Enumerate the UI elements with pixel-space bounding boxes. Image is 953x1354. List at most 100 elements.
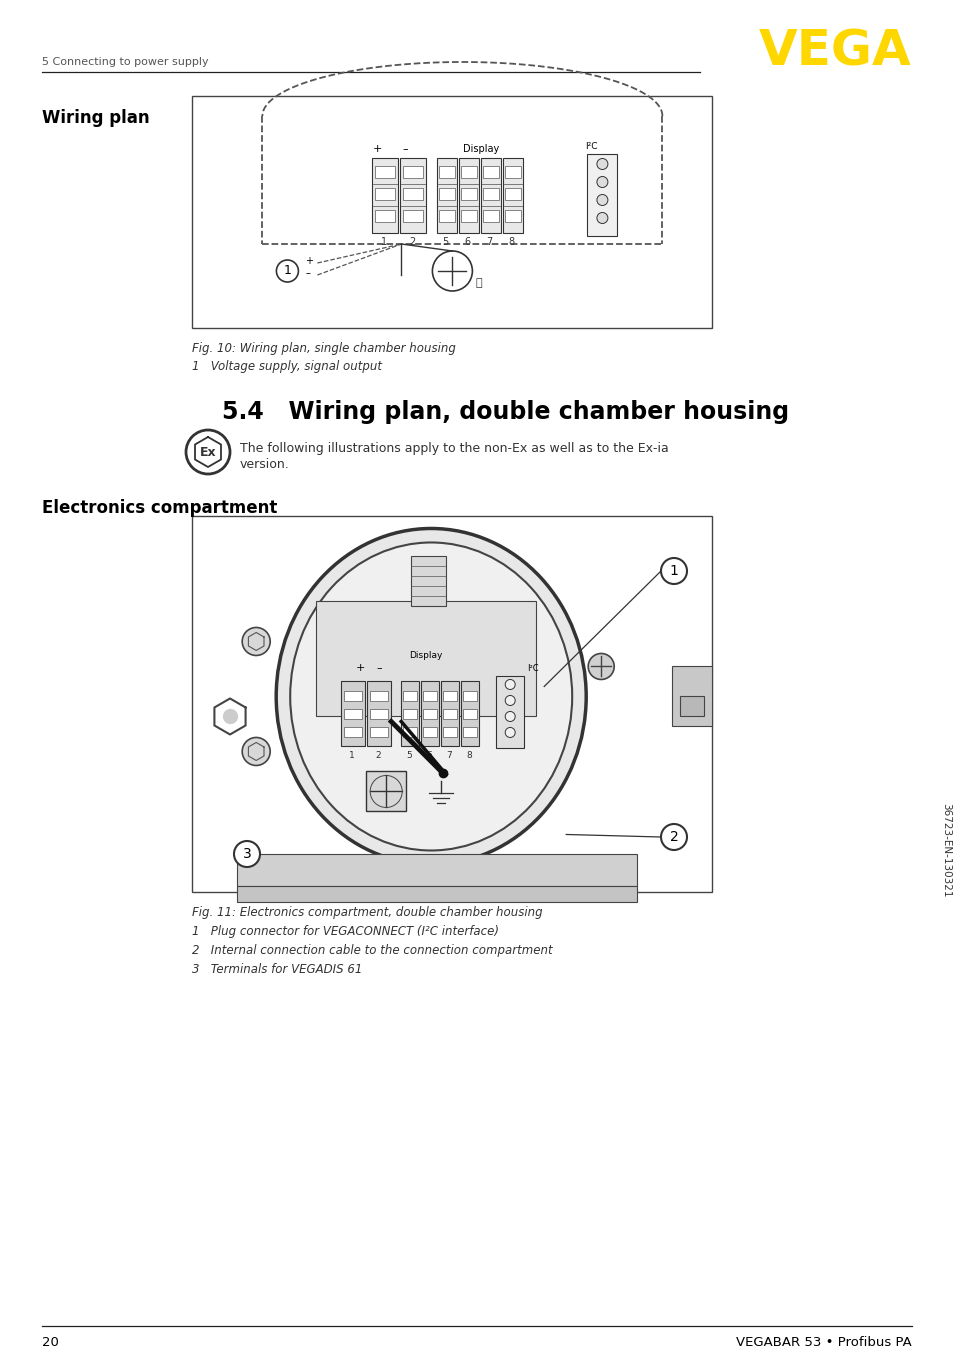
Bar xyxy=(443,692,456,701)
Bar xyxy=(505,210,521,222)
Bar xyxy=(503,158,523,233)
Bar xyxy=(375,210,395,222)
Circle shape xyxy=(505,680,515,689)
Bar xyxy=(505,167,521,177)
Bar xyxy=(421,681,438,746)
Text: +: + xyxy=(305,256,314,265)
Text: Electronics compartment: Electronics compartment xyxy=(42,500,277,517)
Bar xyxy=(411,556,446,607)
Text: 5: 5 xyxy=(406,751,412,760)
Circle shape xyxy=(660,825,686,850)
Text: 1: 1 xyxy=(669,565,678,578)
Circle shape xyxy=(505,696,515,705)
Bar xyxy=(439,188,455,200)
Bar xyxy=(483,210,498,222)
Bar xyxy=(461,188,476,200)
Bar xyxy=(423,709,436,719)
Bar xyxy=(679,696,703,716)
Text: 3   Terminals for VEGADIS 61: 3 Terminals for VEGADIS 61 xyxy=(192,963,362,976)
Text: 2   Internal connection cable to the connection compartment: 2 Internal connection cable to the conne… xyxy=(192,944,552,957)
Ellipse shape xyxy=(276,528,585,864)
Text: +: + xyxy=(355,663,365,673)
Bar xyxy=(370,692,388,701)
Bar xyxy=(341,681,365,746)
Bar xyxy=(403,167,423,177)
Bar xyxy=(372,158,398,233)
Text: 8: 8 xyxy=(466,751,472,760)
Text: The following illustrations apply to the non-Ex as well as to the Ex-ia: The following illustrations apply to the… xyxy=(240,441,668,455)
Text: 6: 6 xyxy=(426,751,432,760)
Bar xyxy=(443,727,456,738)
Text: 1: 1 xyxy=(381,237,387,246)
Bar xyxy=(587,154,617,236)
Text: Display: Display xyxy=(463,144,499,154)
Bar xyxy=(192,516,711,892)
Bar xyxy=(459,158,479,233)
Text: –: – xyxy=(375,663,381,673)
Bar xyxy=(375,167,395,177)
Circle shape xyxy=(233,841,260,867)
Text: 1   Voltage supply, signal output: 1 Voltage supply, signal output xyxy=(192,360,381,372)
Circle shape xyxy=(597,158,607,169)
Circle shape xyxy=(242,738,270,765)
Text: 5: 5 xyxy=(442,237,448,246)
Text: 7: 7 xyxy=(486,237,492,246)
Bar xyxy=(400,158,426,233)
Bar xyxy=(423,692,436,701)
Circle shape xyxy=(597,195,607,206)
Bar xyxy=(344,709,362,719)
Text: I²C: I²C xyxy=(585,142,598,152)
Bar xyxy=(440,681,458,746)
Text: 6: 6 xyxy=(464,237,470,246)
Bar xyxy=(403,709,416,719)
Bar xyxy=(370,709,388,719)
Text: –: – xyxy=(402,144,408,154)
Bar xyxy=(496,677,523,749)
Text: 7: 7 xyxy=(446,751,452,760)
Text: 5.4   Wiring plan, double chamber housing: 5.4 Wiring plan, double chamber housing xyxy=(222,399,788,424)
Bar xyxy=(439,210,455,222)
Bar xyxy=(403,727,416,738)
Text: 2: 2 xyxy=(375,751,380,760)
Bar xyxy=(367,681,391,746)
Text: Wiring plan: Wiring plan xyxy=(42,110,150,127)
Text: VEGA: VEGA xyxy=(759,28,911,76)
Text: 5 Connecting to power supply: 5 Connecting to power supply xyxy=(42,57,209,66)
Bar xyxy=(483,167,498,177)
Bar xyxy=(403,188,423,200)
Text: –: – xyxy=(305,268,310,278)
Bar xyxy=(370,727,388,738)
Bar xyxy=(460,681,478,746)
Bar xyxy=(401,681,418,746)
Circle shape xyxy=(186,431,230,474)
Circle shape xyxy=(597,176,607,187)
Bar xyxy=(403,210,423,222)
Circle shape xyxy=(276,260,298,282)
Bar xyxy=(483,188,498,200)
Bar xyxy=(375,188,395,200)
Bar xyxy=(236,887,637,903)
Bar xyxy=(423,727,436,738)
Bar xyxy=(461,167,476,177)
Text: Fig. 11: Electronics compartment, double chamber housing: Fig. 11: Electronics compartment, double… xyxy=(192,906,542,919)
Text: 2: 2 xyxy=(669,830,678,844)
Bar xyxy=(481,158,501,233)
Text: Display: Display xyxy=(409,651,442,661)
Bar xyxy=(671,666,711,727)
Bar xyxy=(443,709,456,719)
Text: 3: 3 xyxy=(242,848,251,861)
Bar xyxy=(315,601,536,716)
Text: 1   Plug connector for VEGACONNECT (I²C interface): 1 Plug connector for VEGACONNECT (I²C in… xyxy=(192,925,498,938)
Bar xyxy=(463,727,476,738)
Bar xyxy=(403,692,416,701)
Bar xyxy=(463,692,476,701)
Circle shape xyxy=(242,627,270,655)
Text: VEGABAR 53 • Profibus PA: VEGABAR 53 • Profibus PA xyxy=(736,1336,911,1350)
Text: version.: version. xyxy=(240,458,290,471)
Ellipse shape xyxy=(290,543,572,850)
Bar xyxy=(236,854,637,887)
Bar xyxy=(463,709,476,719)
Circle shape xyxy=(597,213,607,223)
Text: ⏚: ⏚ xyxy=(475,278,481,288)
Text: +: + xyxy=(373,144,382,154)
